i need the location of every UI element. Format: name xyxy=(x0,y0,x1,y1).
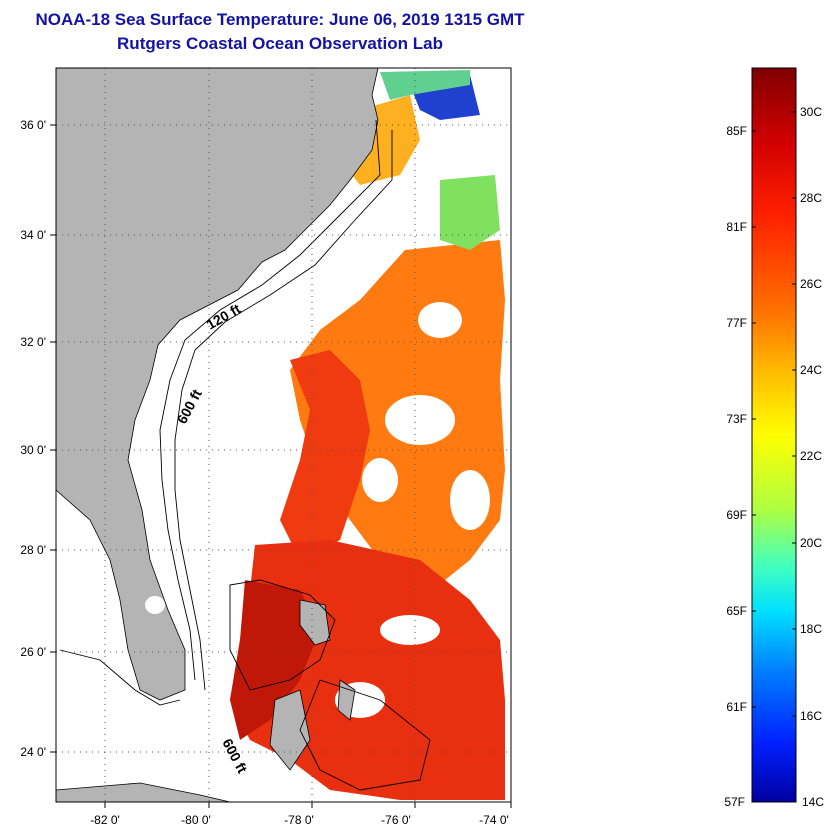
land-bahamas-abaco xyxy=(299,599,331,646)
colorbar-celsius-label: 14C xyxy=(802,795,824,809)
colorbar-celsius-label: 16C xyxy=(800,709,822,723)
lake-okeechobee xyxy=(145,596,165,614)
cloud-patch xyxy=(418,302,462,338)
sst-region-green-north xyxy=(380,70,470,100)
contour-600ft xyxy=(174,130,393,691)
map-subtitle: Rutgers Coastal Ocean Observation Lab xyxy=(117,34,443,53)
lat-tick-label: 28 0' xyxy=(20,543,46,557)
colorbar-fahrenheit-label: 85F xyxy=(726,124,747,138)
graticule xyxy=(56,68,511,802)
land-bahamas-andros xyxy=(269,689,311,771)
colorbar-celsius-label: 22C xyxy=(800,449,822,463)
cloud-patch xyxy=(385,395,455,445)
colorbar-fahrenheit-label: 81F xyxy=(726,220,747,234)
lat-tick-label: 34 0' xyxy=(20,228,46,242)
land-us-southeast xyxy=(56,68,379,701)
frame-ticks xyxy=(50,124,512,808)
lon-tick-label: -80 0' xyxy=(181,813,211,827)
lat-tick-label: 24 0' xyxy=(20,745,46,759)
map-frame xyxy=(55,67,512,803)
contour-bahamas-south xyxy=(299,679,431,791)
colorbar-celsius-label: 20C xyxy=(800,536,822,550)
lat-tick-label: 36 0' xyxy=(20,118,46,132)
lat-tick-label: 30 0' xyxy=(20,443,46,457)
colorbar-celsius-label: 28C xyxy=(800,191,822,205)
colorbar-celsius-label: 26C xyxy=(800,277,822,291)
colorbar-fahrenheit-label: 57F xyxy=(724,795,745,809)
contour-120ft xyxy=(159,119,381,681)
lat-tick-label: 32 0' xyxy=(20,335,46,349)
contour-bahamas xyxy=(229,579,336,691)
colorbar-ticks xyxy=(752,111,796,717)
contour-florida-keys xyxy=(59,649,181,706)
cloud-patch xyxy=(450,470,490,530)
sst-region-gulfstream xyxy=(280,350,370,560)
cloud-patch xyxy=(380,615,440,645)
lon-tick-label: -78 0' xyxy=(284,813,314,827)
map-title: NOAA-18 Sea Surface Temperature: June 06… xyxy=(35,10,525,29)
colorbar-fahrenheit-label: 65F xyxy=(726,604,747,618)
lon-tick-label: -82 0' xyxy=(90,813,120,827)
sst-region-northeast xyxy=(440,175,500,250)
colorbar-celsius-label: 18C xyxy=(800,622,822,636)
colorbar-fahrenheit-label: 77F xyxy=(726,316,747,330)
lon-tick-label: -74 0' xyxy=(479,813,509,827)
colorbar-fahrenheit-label: 73F xyxy=(726,412,747,426)
colorbar-fahrenheit-label: 61F xyxy=(726,700,747,714)
land-cuba xyxy=(56,782,231,802)
lat-tick-label: 26 0' xyxy=(20,645,46,659)
sst-region-bahamas-warm xyxy=(230,580,320,740)
lon-tick-label: -76 0' xyxy=(381,813,411,827)
colorbar-celsius-label: 24C xyxy=(800,363,822,377)
colorbar-fahrenheit-label: 69F xyxy=(726,508,747,522)
colorbar-celsius-label: 30C xyxy=(800,105,822,119)
cloud-patch xyxy=(362,458,398,502)
colorbar xyxy=(751,67,797,803)
